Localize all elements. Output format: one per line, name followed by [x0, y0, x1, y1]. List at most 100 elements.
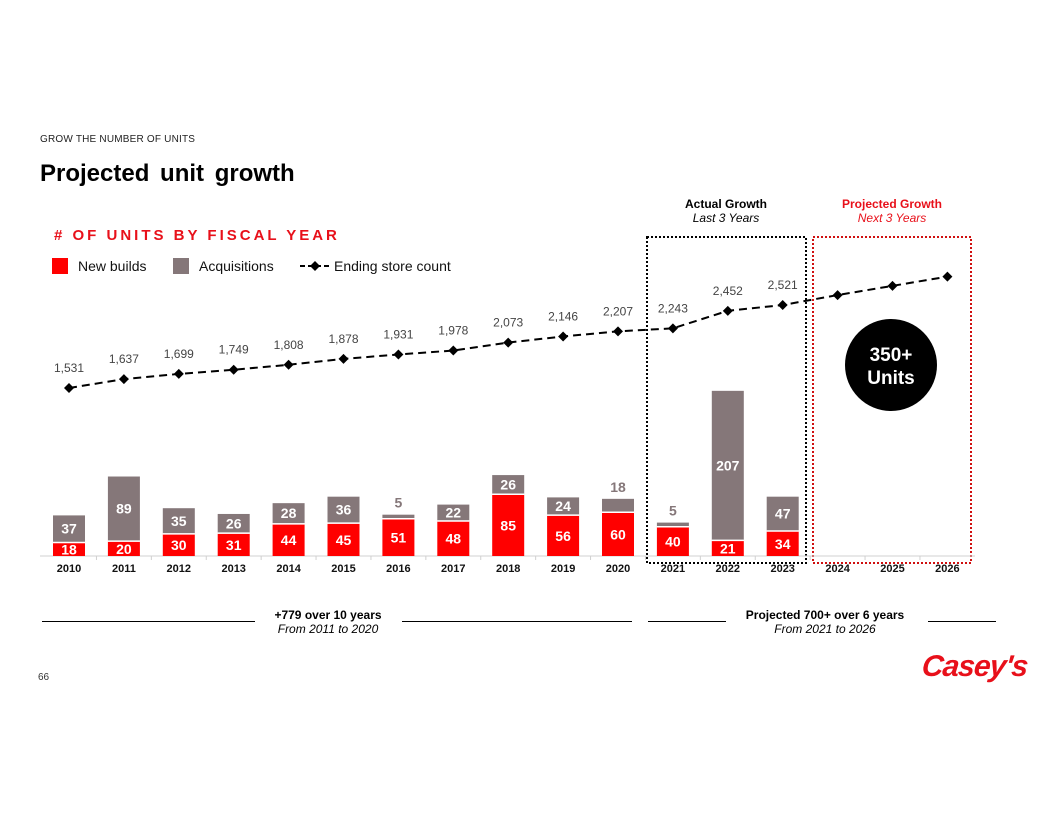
bar-acquisitions — [656, 522, 689, 527]
store-count-label: 2,146 — [548, 309, 578, 323]
footer-left: +779 over 10 years From 2011 to 2020 — [228, 608, 428, 636]
store-count-marker — [667, 323, 678, 334]
bar-label-acquisitions: 89 — [116, 501, 132, 517]
footer-rule — [42, 621, 255, 622]
store-count-marker — [448, 345, 459, 356]
store-count-marker — [283, 359, 294, 370]
store-count-label: 1,808 — [274, 338, 304, 352]
bar-new-builds — [162, 534, 195, 556]
footer-rule — [402, 621, 632, 622]
legend-new-builds: New builds — [52, 258, 146, 274]
bar-label-acquisitions: 18 — [610, 479, 626, 495]
store-count-label: 2,243 — [658, 301, 688, 315]
bar-label-acquisitions: 37 — [61, 521, 77, 537]
legend-label: Acquisitions — [199, 258, 274, 274]
bar-acquisitions — [272, 503, 305, 524]
x-tick-label: 2018 — [496, 563, 520, 575]
x-tick-label: 2017 — [441, 563, 465, 575]
bar-label-acquisitions: 26 — [500, 476, 516, 492]
bar-label-acquisitions: 5 — [395, 495, 403, 511]
x-tick-label: 2019 — [551, 563, 575, 575]
store-count-marker — [173, 368, 184, 379]
bar-acquisitions — [437, 504, 470, 521]
store-count-marker — [118, 374, 129, 385]
bar-label-new-builds: 34 — [775, 536, 791, 552]
x-tick-label: 2015 — [331, 563, 355, 575]
x-tick-label: 2011 — [112, 563, 136, 575]
projected-growth-heading: Projected Growth Next 3 Years — [812, 197, 972, 225]
bar-new-builds — [437, 521, 470, 556]
store-count-marker — [503, 337, 514, 348]
bar-acquisitions — [711, 390, 744, 540]
x-tick-label: 2025 — [880, 563, 904, 575]
legend-line-marker-icon — [300, 261, 330, 271]
store-count-label: 1,699 — [164, 347, 194, 361]
store-count-marker — [887, 280, 898, 291]
x-tick-label: 2010 — [57, 563, 81, 575]
legend-label: New builds — [78, 258, 147, 274]
footer-left-title: +779 over 10 years — [274, 608, 382, 622]
bar-acquisitions — [766, 496, 799, 531]
bar-new-builds — [53, 543, 85, 556]
bar-label-new-builds: 40 — [665, 534, 681, 550]
bar-label-acquisitions: 207 — [716, 457, 740, 473]
bar-new-builds — [107, 541, 140, 556]
bar-label-new-builds: 60 — [610, 526, 626, 542]
bar-label-new-builds: 48 — [446, 531, 462, 547]
chart-title: # OF UNITS BY FISCAL YEAR — [54, 227, 340, 244]
bar-label-new-builds: 20 — [116, 541, 132, 557]
bar-label-new-builds: 44 — [281, 532, 297, 548]
store-count-marker — [558, 331, 569, 342]
projected-growth-subtitle: Next 3 Years — [857, 211, 927, 225]
store-count-label: 1,749 — [219, 343, 249, 357]
store-count-marker — [613, 326, 623, 337]
bar-label-new-builds: 45 — [336, 532, 352, 548]
store-count-marker — [722, 305, 733, 316]
actual-growth-heading: Actual Growth Last 3 Years — [646, 197, 806, 225]
bar-new-builds — [602, 512, 634, 556]
page-title: Projected unit growth — [40, 160, 295, 187]
store-count-marker — [832, 290, 843, 301]
bar-acquisitions — [107, 476, 140, 541]
eyebrow-label: GROW THE NUMBER OF UNITS — [40, 134, 196, 145]
bar-label-acquisitions: 36 — [336, 502, 352, 518]
store-count-marker — [64, 383, 74, 393]
caseys-logo: Casey's — [920, 650, 1030, 683]
footer-left-subtitle: From 2011 to 2020 — [277, 622, 379, 636]
bar-acquisitions — [327, 496, 360, 523]
bar-label-new-builds: 31 — [226, 537, 242, 553]
x-tick-label: 2013 — [221, 563, 245, 575]
bar-label-new-builds: 30 — [171, 537, 187, 553]
bar-new-builds — [547, 515, 580, 556]
bar-acquisitions — [162, 508, 195, 534]
bar-label-new-builds: 85 — [500, 517, 516, 533]
bar-acquisitions — [217, 513, 250, 533]
bar-label-new-builds: 18 — [61, 542, 77, 558]
store-count-marker — [228, 364, 239, 375]
bar-acquisitions — [53, 515, 85, 543]
footer-rule — [928, 621, 996, 622]
x-tick-label: 2016 — [386, 563, 410, 575]
bar-acquisitions — [602, 498, 634, 512]
store-count-label: 2,521 — [768, 278, 798, 292]
store-count-label: 1,878 — [328, 332, 358, 346]
footer-rule — [648, 621, 726, 622]
bar-new-builds — [327, 523, 360, 556]
footer-right-title: Projected 700+ over 6 years — [745, 608, 905, 622]
bar-label-new-builds: 51 — [391, 530, 407, 546]
x-tick-label: 2014 — [276, 563, 301, 575]
legend-ending-store-count: Ending store count — [300, 258, 451, 274]
x-tick-label: 2020 — [606, 563, 630, 575]
legend-swatch-acquisitions — [173, 258, 189, 274]
bar-new-builds — [217, 533, 250, 556]
bar-acquisitions — [492, 475, 525, 494]
bar-new-builds — [656, 527, 689, 556]
x-tick-label: 2026 — [935, 563, 959, 575]
bar-new-builds — [492, 494, 525, 556]
bar-label-new-builds: 21 — [720, 540, 736, 556]
store-count-label: 1,931 — [383, 327, 413, 341]
x-tick-label: 2021 — [661, 563, 685, 575]
bar-label-acquisitions: 47 — [775, 506, 791, 522]
actual-growth-box — [646, 236, 807, 564]
projected-units-callout — [845, 319, 937, 411]
